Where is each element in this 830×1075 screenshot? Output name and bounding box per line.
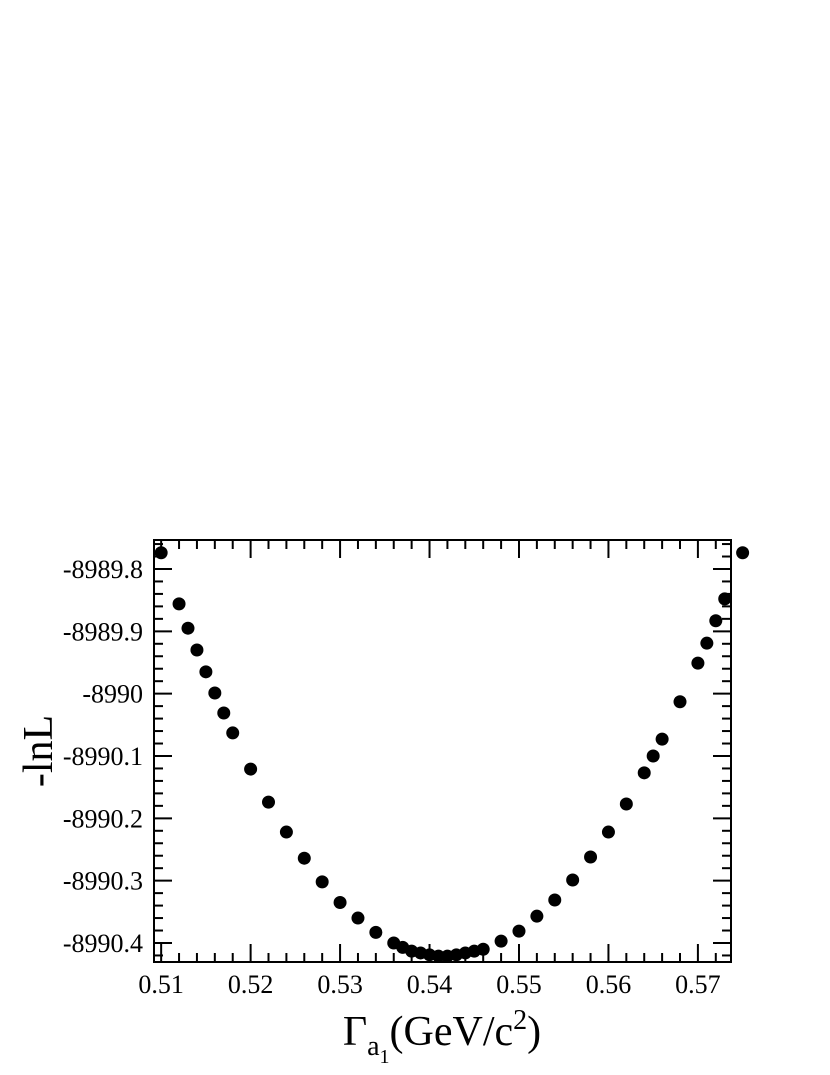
point [262,795,276,809]
point [584,850,598,864]
point [172,597,186,611]
point [530,909,544,923]
point [637,766,651,780]
point [217,706,231,720]
y-tick-label: -8990.3 [63,867,143,896]
point [494,934,508,948]
point [351,911,365,925]
point [736,546,750,560]
y-tick-label: -8990.4 [63,929,143,958]
x-tick-label: 0.54 [407,970,453,999]
point [369,925,383,939]
point [655,732,669,746]
point [431,949,445,963]
x-tick-label: 0.56 [586,970,632,999]
x-tick-label: 0.55 [496,970,542,999]
x-axis-title: Γa1(GeV/c2) [343,1005,541,1068]
point [226,726,240,740]
y-tick-label: -8990.1 [63,742,143,771]
y-tick-label: -8990 [82,680,143,709]
y-tick-label: -8989.9 [63,617,143,646]
point [297,851,311,865]
point [646,749,660,763]
point [181,621,195,635]
y-axis-title: -lnL [16,715,62,787]
point [691,656,705,670]
x-title-sup: 2 [513,1005,527,1036]
point [548,893,562,907]
point [619,797,633,811]
point [190,643,204,657]
point [673,695,687,709]
x-tick-label: 0.53 [317,970,363,999]
point [154,546,168,560]
x-title-subsub: 1 [380,1046,390,1068]
point [208,686,222,700]
point [315,875,329,889]
point [476,942,490,956]
point [512,924,526,938]
x-title-symbol: Γ [343,1009,367,1055]
point [700,636,714,650]
plot-frame [153,539,732,963]
point [718,592,732,606]
point [709,614,723,628]
y-tick-label: -8989.8 [63,555,143,584]
point [199,665,213,679]
x-tick-label: 0.51 [138,970,184,999]
point [601,825,615,839]
y-tick-label: -8990.2 [63,804,143,833]
point [279,825,293,839]
x-title-unit: (GeV/c [390,1009,514,1055]
x-tick-label: 0.57 [675,970,721,999]
point [566,873,580,887]
x-tick-label: 0.52 [228,970,274,999]
x-title-close: ) [527,1009,541,1055]
x-title-sub: a [367,1031,380,1062]
point [244,762,258,776]
point [333,895,347,909]
